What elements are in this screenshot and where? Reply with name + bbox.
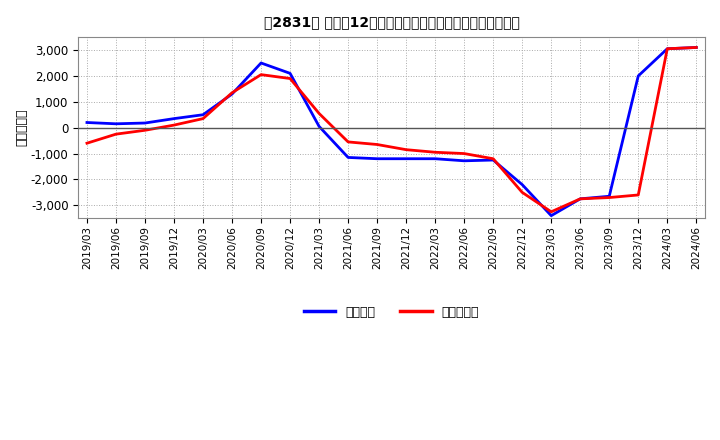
Title: ［2831］ 利益だ12か月移動合計の対前年同期増減額の推移: ［2831］ 利益だ12か月移動合計の対前年同期増減額の推移 <box>264 15 520 29</box>
Y-axis label: （百万円）: （百万円） <box>15 109 28 147</box>
Legend: 経常利益, 当期純利益: 経常利益, 当期純利益 <box>299 301 484 323</box>
